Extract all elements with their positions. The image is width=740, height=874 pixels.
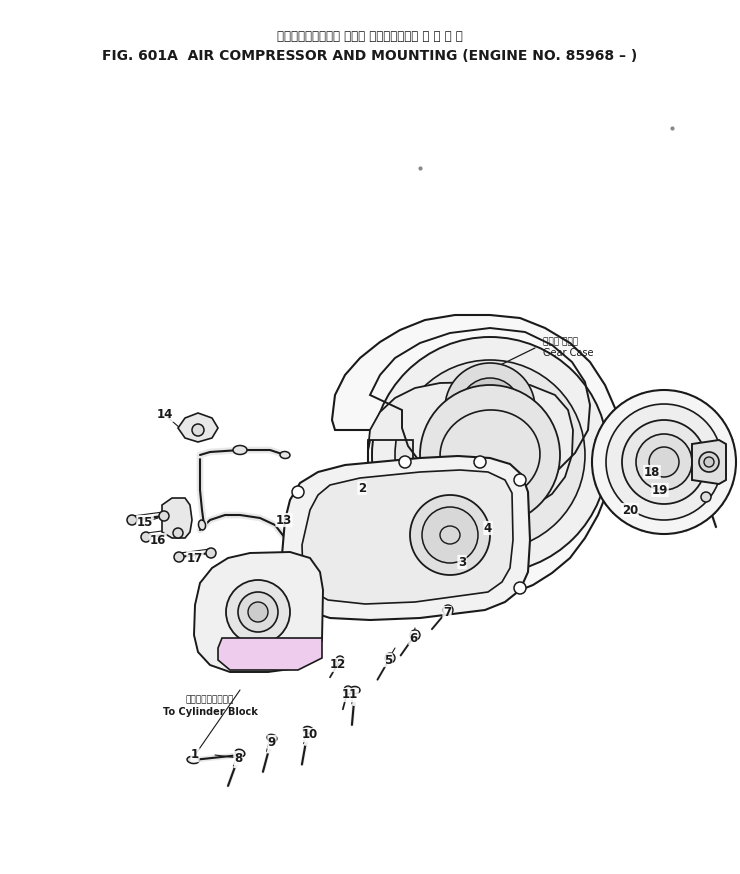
Circle shape — [344, 686, 352, 694]
Circle shape — [292, 589, 304, 601]
Ellipse shape — [187, 756, 199, 764]
Circle shape — [127, 515, 137, 525]
Text: 15: 15 — [137, 516, 153, 529]
Text: 16: 16 — [149, 533, 166, 546]
Circle shape — [248, 602, 268, 622]
Circle shape — [445, 363, 535, 453]
Ellipse shape — [280, 452, 290, 459]
Circle shape — [443, 605, 453, 615]
Polygon shape — [332, 315, 618, 597]
Circle shape — [192, 424, 204, 436]
Circle shape — [704, 457, 714, 467]
Text: 4: 4 — [484, 522, 492, 535]
Circle shape — [206, 548, 216, 558]
Text: 14: 14 — [157, 408, 173, 421]
Polygon shape — [162, 498, 192, 538]
Text: 10: 10 — [302, 729, 318, 741]
Text: 8: 8 — [234, 752, 242, 765]
Circle shape — [372, 337, 608, 573]
Circle shape — [422, 507, 478, 563]
Ellipse shape — [303, 726, 313, 733]
Polygon shape — [178, 413, 218, 442]
Text: 20: 20 — [622, 503, 638, 517]
Circle shape — [174, 552, 184, 562]
Polygon shape — [368, 382, 573, 512]
Text: 7: 7 — [443, 607, 451, 620]
Circle shape — [420, 385, 560, 525]
Circle shape — [292, 486, 304, 498]
Circle shape — [159, 511, 169, 521]
Circle shape — [649, 447, 679, 477]
Circle shape — [636, 434, 692, 490]
Circle shape — [238, 592, 278, 632]
Text: 9: 9 — [268, 736, 276, 748]
Text: 11: 11 — [342, 689, 358, 702]
Circle shape — [592, 390, 736, 534]
Text: 3: 3 — [458, 556, 466, 568]
Text: 5: 5 — [384, 654, 392, 667]
Circle shape — [474, 456, 486, 468]
Text: 13: 13 — [276, 514, 292, 526]
Polygon shape — [218, 638, 322, 670]
Text: FIG. 601A  AIR COMPRESSOR AND MOUNTING (ENGINE NO. 85968 – ): FIG. 601A AIR COMPRESSOR AND MOUNTING (E… — [102, 49, 638, 63]
Text: 2: 2 — [358, 482, 366, 495]
Circle shape — [460, 378, 520, 438]
Circle shape — [701, 492, 711, 502]
Text: エアーコンプレッサ および マウンティング 適 用 号 機: エアーコンプレッサ および マウンティング 適 用 号 機 — [277, 30, 463, 43]
Ellipse shape — [267, 734, 277, 742]
Ellipse shape — [233, 446, 247, 454]
Circle shape — [622, 420, 706, 504]
Text: 17: 17 — [187, 551, 203, 565]
Circle shape — [336, 656, 344, 664]
Circle shape — [514, 582, 526, 594]
Text: 1: 1 — [191, 748, 199, 761]
Text: 12: 12 — [330, 658, 346, 671]
Circle shape — [514, 474, 526, 486]
Circle shape — [410, 630, 420, 640]
Circle shape — [141, 532, 151, 542]
Text: ギヤー ケース: ギヤー ケース — [543, 337, 578, 346]
Polygon shape — [194, 552, 323, 672]
Text: Gear Case: Gear Case — [543, 348, 593, 358]
Polygon shape — [692, 440, 726, 484]
Ellipse shape — [235, 749, 245, 757]
Polygon shape — [282, 456, 530, 620]
Circle shape — [395, 360, 585, 550]
Text: To Cylinder Block: To Cylinder Block — [163, 707, 258, 717]
Circle shape — [606, 404, 722, 520]
Circle shape — [385, 653, 395, 663]
Text: 19: 19 — [652, 483, 668, 496]
Circle shape — [699, 452, 719, 472]
Text: 18: 18 — [644, 466, 660, 478]
Text: シリンダブロックへ: シリンダブロックへ — [186, 696, 234, 704]
Circle shape — [226, 580, 290, 644]
Ellipse shape — [350, 686, 360, 693]
Circle shape — [399, 456, 411, 468]
Ellipse shape — [198, 520, 206, 530]
Circle shape — [410, 495, 490, 575]
Text: 6: 6 — [409, 632, 417, 644]
Polygon shape — [302, 470, 513, 604]
Circle shape — [173, 528, 183, 538]
